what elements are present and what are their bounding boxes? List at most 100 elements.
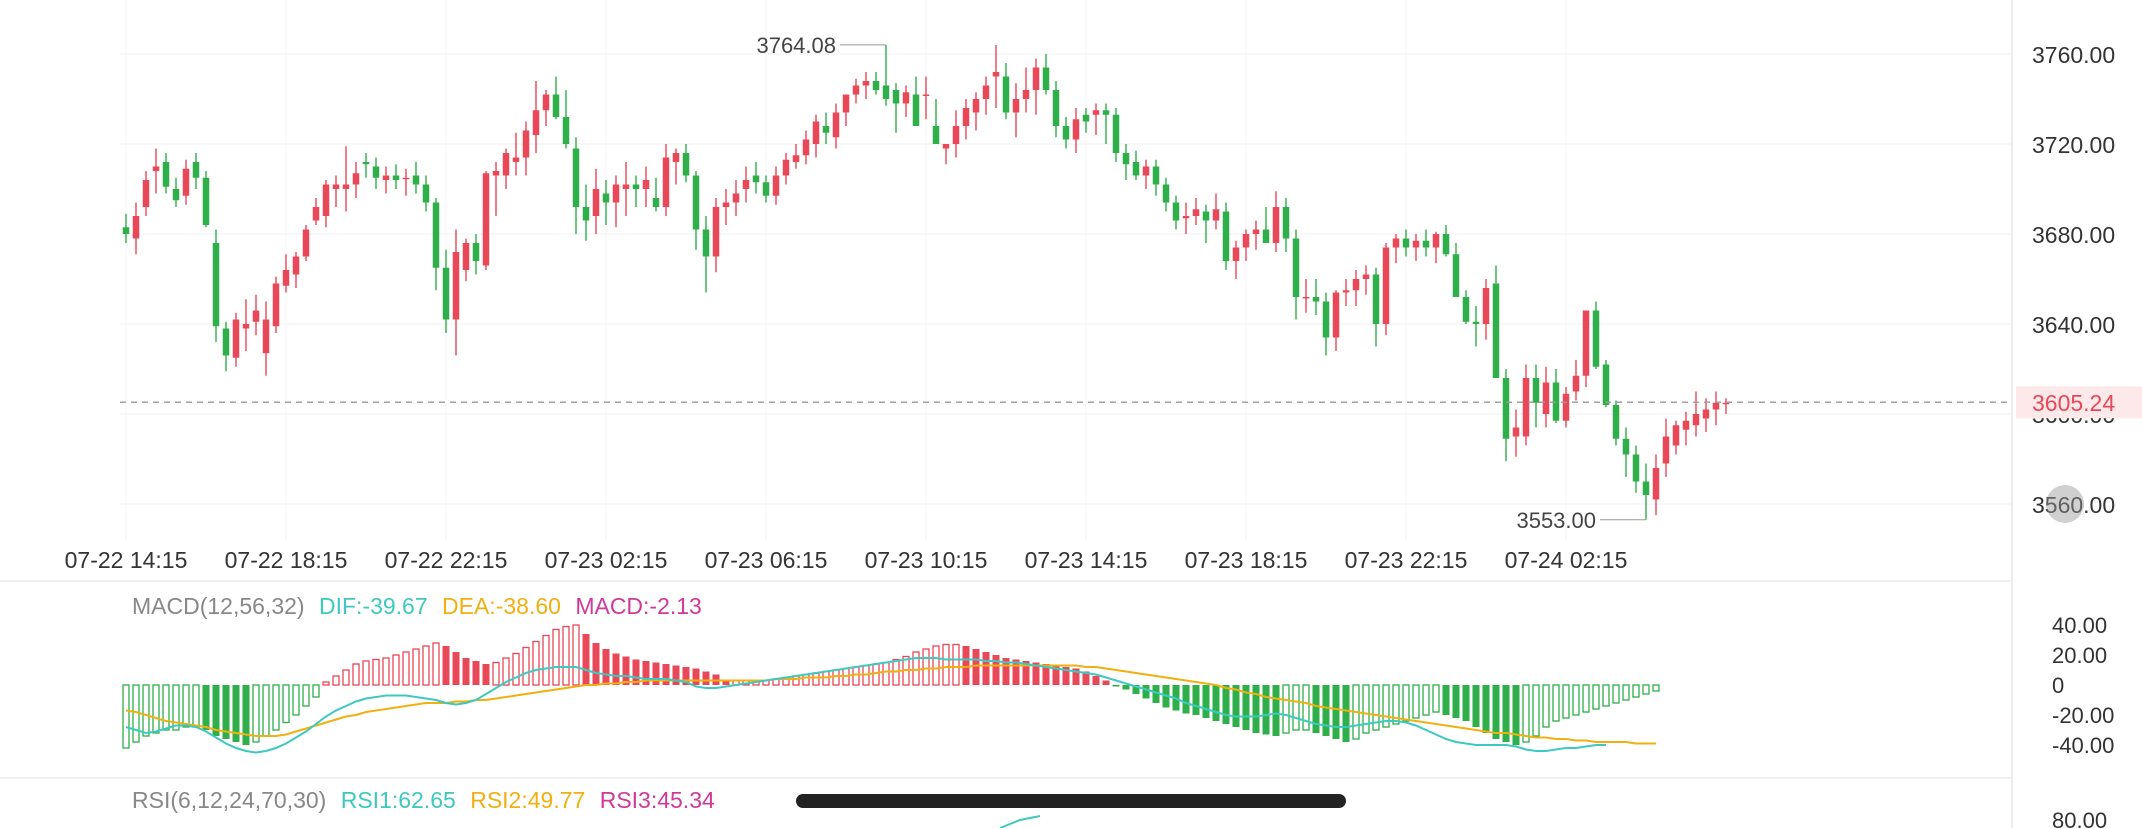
candle-body <box>1122 153 1130 165</box>
macd-histogram-bar <box>312 684 320 698</box>
price-tick-label: 3680.00 <box>2032 222 2115 248</box>
candle-body <box>622 184 630 189</box>
candle-body <box>1332 292 1340 338</box>
macd-histogram-bar <box>392 654 400 686</box>
macd-histogram-bar <box>1302 684 1310 731</box>
candle-body <box>592 189 600 216</box>
macd-histogram-bar <box>632 659 640 685</box>
macd-histogram-bar <box>242 685 250 745</box>
candle-body <box>362 162 370 165</box>
candle-body <box>1412 240 1420 248</box>
candle-body <box>642 180 650 189</box>
candle-body <box>1392 238 1400 248</box>
macd-histogram-bar <box>342 669 350 686</box>
macd-histogram-bar <box>442 646 450 685</box>
price-scale-drag-handle[interactable] <box>2046 485 2084 523</box>
macd-histogram-bar <box>1632 684 1640 698</box>
candle-body <box>492 171 500 176</box>
macd-histogram-bar <box>1612 684 1620 704</box>
candle-body <box>1512 427 1520 437</box>
macd-histogram-bar <box>192 684 200 728</box>
high-annotation-label: 3764.08 <box>756 33 836 58</box>
macd-tick-label: 20.00 <box>2052 643 2107 668</box>
time-tick-label: 07-23 06:15 <box>705 547 828 573</box>
candle-body <box>1722 402 1730 405</box>
macd-histogram-bar <box>282 684 290 724</box>
macd-histogram-bar <box>302 684 310 707</box>
macd-histogram-bar <box>1312 685 1320 733</box>
candle-body <box>1032 67 1040 90</box>
candle-body <box>172 189 180 201</box>
rsi1-line <box>999 815 1041 828</box>
candle-body <box>1612 405 1620 439</box>
macd-histogram-bar <box>1232 685 1240 727</box>
macd-histogram-bar <box>432 642 440 686</box>
rsi-tick-label: 80.00 <box>2052 808 2107 828</box>
candle-body <box>602 193 610 203</box>
macd-histogram-bar <box>812 672 820 686</box>
time-tick-label: 07-23 22:15 <box>1345 547 1468 573</box>
candle-body <box>1672 425 1680 446</box>
candle-body <box>1162 184 1170 203</box>
candle-body <box>302 229 310 257</box>
macd-histogram-bar <box>662 664 670 685</box>
candle-body <box>1212 209 1220 221</box>
macd-histogram-bar <box>682 667 690 685</box>
macd-histogram-bar <box>1332 685 1340 739</box>
candle-body <box>1692 414 1700 426</box>
macd-histogram-bar <box>1282 684 1290 734</box>
candle-body <box>772 175 780 196</box>
candle-body <box>1012 99 1020 113</box>
candle-body <box>1202 211 1210 221</box>
candle-body <box>272 283 280 327</box>
candle-body <box>542 94 550 111</box>
candle-body <box>1452 254 1460 297</box>
price-tick-label: 3640.00 <box>2032 312 2115 338</box>
candle-body <box>212 243 220 327</box>
home-indicator-bar[interactable] <box>796 794 1346 808</box>
macd-histogram-bar <box>1452 685 1460 718</box>
macd-histogram-bar <box>962 646 970 685</box>
macd-histogram-bar <box>542 634 550 686</box>
dif-value: DIF:-39.67 <box>318 593 428 619</box>
candle-body <box>1052 90 1060 126</box>
macd-histogram-bar <box>1602 684 1610 707</box>
candle-body <box>732 193 740 203</box>
candle-body <box>482 173 490 266</box>
candle-body <box>1322 301 1330 338</box>
macd-histogram-bar <box>652 662 660 685</box>
candle-body <box>1002 76 1010 113</box>
macd-histogram-bar <box>582 634 590 685</box>
candle-body <box>572 148 580 207</box>
candle-body <box>1652 468 1660 500</box>
price-tick-label: 3560.00 <box>2032 492 2115 518</box>
macd-histogram-bar <box>1482 685 1490 733</box>
macd-histogram-bar <box>1152 685 1160 703</box>
candle-body <box>1682 420 1690 430</box>
candle-body <box>1132 162 1140 176</box>
macd-histogram-bar <box>222 685 230 739</box>
macd-histogram-bar <box>492 661 500 686</box>
macd-histogram-bar <box>952 643 960 686</box>
candle-body <box>902 92 910 104</box>
candle-body <box>122 227 130 234</box>
candle-body <box>942 144 950 149</box>
candle-body <box>442 267 450 320</box>
candle-body <box>162 162 170 187</box>
macd-histogram-bar <box>1582 684 1590 713</box>
macd-histogram-bar <box>722 680 730 685</box>
candle-body <box>992 72 1000 77</box>
macd-histogram-bar <box>792 675 800 686</box>
candle-body <box>132 216 140 239</box>
candle-body <box>882 85 890 99</box>
macd-histogram-bar <box>292 684 300 716</box>
candle-body <box>632 184 640 189</box>
candle-body <box>912 94 920 126</box>
macd-histogram-bar <box>982 652 990 685</box>
candle-body <box>1072 119 1080 140</box>
candle-body <box>972 99 980 113</box>
candle-body <box>1152 166 1160 185</box>
macd-histogram-bar <box>1422 684 1430 716</box>
candle-body <box>1142 166 1150 176</box>
